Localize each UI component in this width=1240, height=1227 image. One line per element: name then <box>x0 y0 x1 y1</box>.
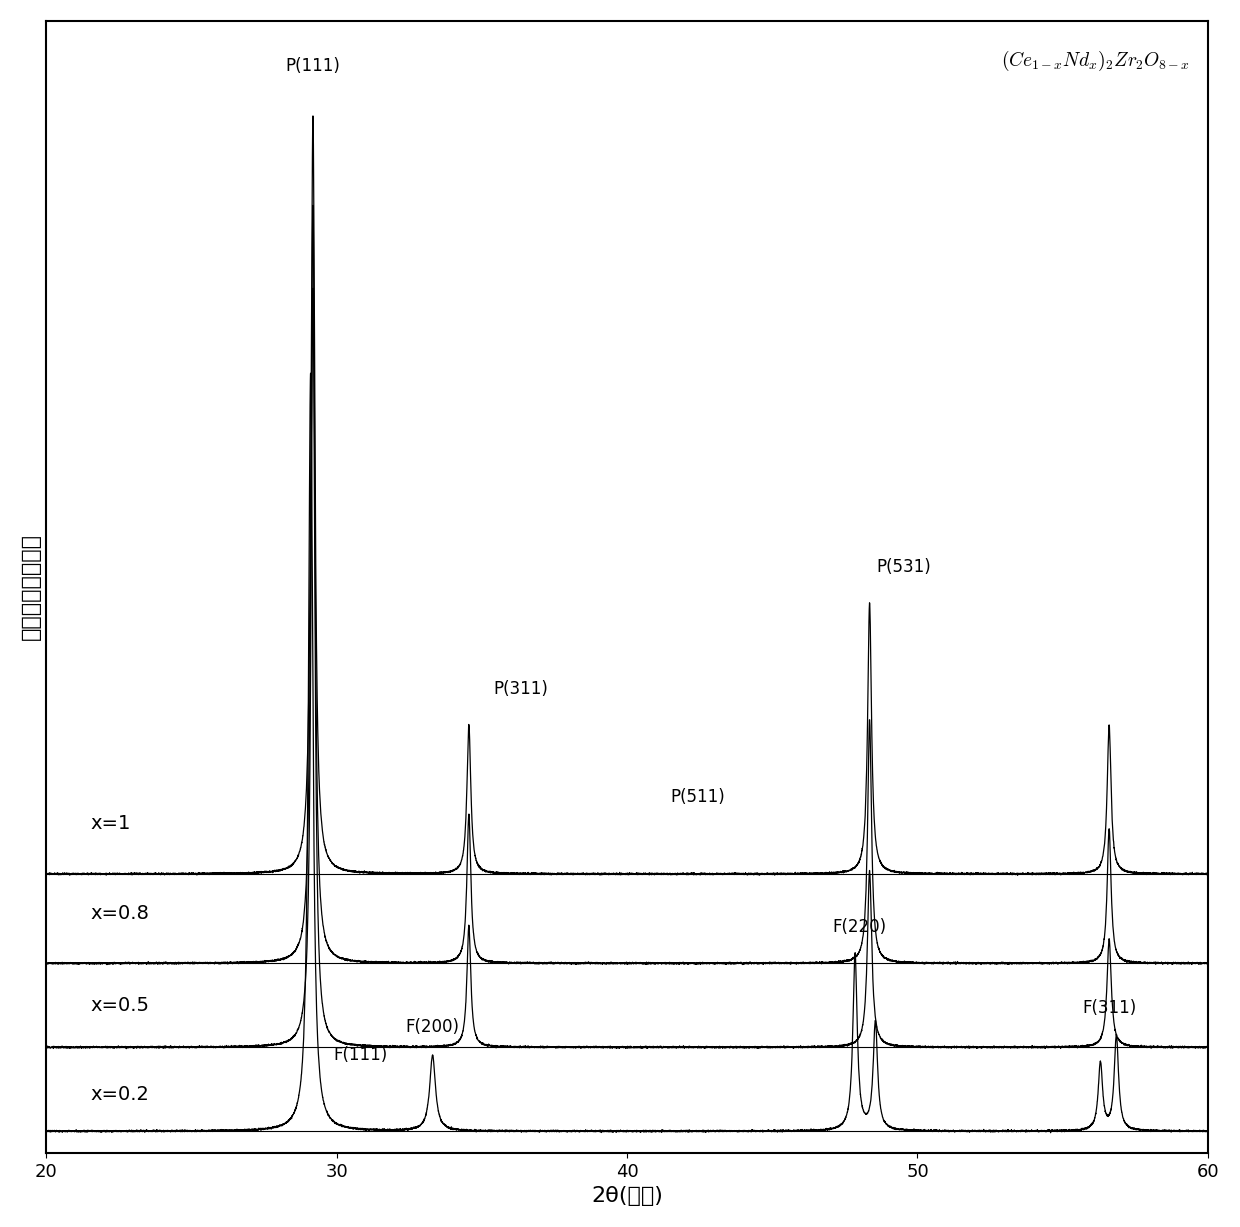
Y-axis label: 强度（任意单位）: 强度（任意单位） <box>21 534 41 640</box>
Text: P(531): P(531) <box>877 558 931 575</box>
Text: x=0.8: x=0.8 <box>91 904 149 923</box>
Text: P(311): P(311) <box>494 680 548 698</box>
Text: x=1: x=1 <box>91 815 130 833</box>
Text: F(200): F(200) <box>405 1018 460 1037</box>
Text: x=0.2: x=0.2 <box>91 1085 149 1104</box>
Text: P(111): P(111) <box>285 56 341 75</box>
Text: F(220): F(220) <box>832 918 887 936</box>
Text: P(511): P(511) <box>671 788 725 806</box>
Text: $(Ce_{1-x}Nd_x)_2Zr_2O_{8-x}$: $(Ce_{1-x}Nd_x)_2Zr_2O_{8-x}$ <box>1002 49 1190 74</box>
X-axis label: 2θ(角度): 2θ(角度) <box>591 1187 663 1206</box>
Text: F(311): F(311) <box>1083 1000 1136 1017</box>
Text: F(111): F(111) <box>334 1045 388 1064</box>
Text: x=0.5: x=0.5 <box>91 996 149 1015</box>
